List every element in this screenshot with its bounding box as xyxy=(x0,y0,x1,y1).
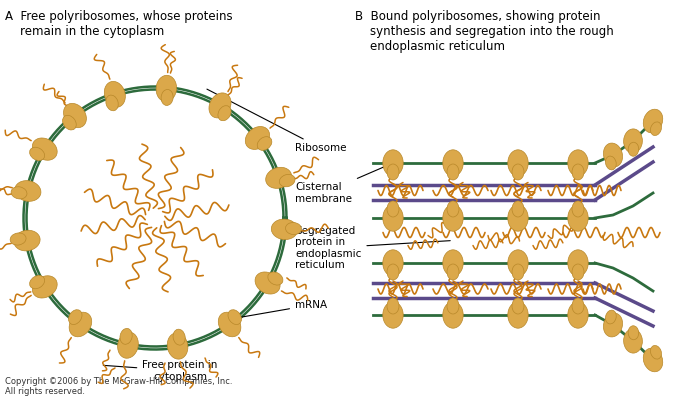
Ellipse shape xyxy=(173,329,185,345)
Ellipse shape xyxy=(568,302,588,328)
Ellipse shape xyxy=(32,276,57,298)
Ellipse shape xyxy=(255,272,280,294)
Ellipse shape xyxy=(643,109,663,133)
Ellipse shape xyxy=(161,89,173,105)
Ellipse shape xyxy=(63,116,76,130)
Ellipse shape xyxy=(271,219,298,240)
Text: Cisternal
membrane: Cisternal membrane xyxy=(295,164,390,204)
Ellipse shape xyxy=(209,93,231,118)
Ellipse shape xyxy=(383,150,403,176)
Ellipse shape xyxy=(606,310,616,324)
Ellipse shape xyxy=(604,313,622,337)
Ellipse shape xyxy=(624,329,643,353)
Ellipse shape xyxy=(508,302,528,328)
Ellipse shape xyxy=(512,201,524,217)
Ellipse shape xyxy=(572,164,584,180)
Ellipse shape xyxy=(628,142,638,156)
Ellipse shape xyxy=(218,106,231,121)
Ellipse shape xyxy=(568,250,588,276)
Ellipse shape xyxy=(443,150,464,176)
Ellipse shape xyxy=(512,164,524,180)
Ellipse shape xyxy=(447,264,459,280)
Ellipse shape xyxy=(268,272,283,285)
Ellipse shape xyxy=(118,332,138,358)
Text: Segregated
protein in
endoplasmic
reticulum: Segregated protein in endoplasmic reticu… xyxy=(295,225,450,270)
Ellipse shape xyxy=(105,82,125,107)
Ellipse shape xyxy=(508,205,528,231)
Ellipse shape xyxy=(257,137,272,150)
Ellipse shape xyxy=(106,95,118,111)
Ellipse shape xyxy=(279,175,295,187)
Ellipse shape xyxy=(387,201,399,217)
Text: B  Bound polyribosomes, showing protein
    synthesis and segregation into the r: B Bound polyribosomes, showing protein s… xyxy=(355,10,614,53)
Ellipse shape xyxy=(228,310,241,324)
Ellipse shape xyxy=(383,250,403,276)
Ellipse shape xyxy=(604,143,622,167)
Ellipse shape xyxy=(32,138,57,160)
Ellipse shape xyxy=(15,181,41,201)
Ellipse shape xyxy=(508,250,528,276)
Ellipse shape xyxy=(383,302,403,328)
Ellipse shape xyxy=(650,345,661,359)
Ellipse shape xyxy=(447,298,459,314)
Ellipse shape xyxy=(572,264,584,280)
Ellipse shape xyxy=(628,326,638,340)
Ellipse shape xyxy=(30,276,45,289)
Ellipse shape xyxy=(156,75,176,102)
Ellipse shape xyxy=(606,156,616,170)
Ellipse shape xyxy=(443,205,464,231)
Ellipse shape xyxy=(120,328,132,344)
Ellipse shape xyxy=(447,164,459,180)
Text: Copyright ©2006 by The McGraw-Hill Companies, Inc.
All rights reserved.: Copyright ©2006 by The McGraw-Hill Compa… xyxy=(5,377,233,396)
Ellipse shape xyxy=(14,230,40,251)
Ellipse shape xyxy=(643,348,663,372)
Ellipse shape xyxy=(508,150,528,176)
Ellipse shape xyxy=(11,187,27,199)
Ellipse shape xyxy=(624,129,643,153)
Ellipse shape xyxy=(568,150,588,176)
Ellipse shape xyxy=(443,250,464,276)
Text: A  Free polyribosomes, whose proteins
    remain in the cytoplasm: A Free polyribosomes, whose proteins rem… xyxy=(5,10,233,38)
Ellipse shape xyxy=(266,167,291,188)
Text: mRNA: mRNA xyxy=(241,300,327,317)
Ellipse shape xyxy=(447,201,459,217)
Ellipse shape xyxy=(572,201,584,217)
Text: Free protein in
cytoplasm: Free protein in cytoplasm xyxy=(103,360,217,382)
Ellipse shape xyxy=(387,164,399,180)
Ellipse shape xyxy=(568,205,588,231)
Ellipse shape xyxy=(69,312,92,337)
Ellipse shape xyxy=(63,103,86,128)
Ellipse shape xyxy=(387,298,399,314)
Ellipse shape xyxy=(30,147,45,160)
Ellipse shape xyxy=(512,264,524,280)
Ellipse shape xyxy=(286,223,302,235)
Ellipse shape xyxy=(218,312,241,337)
Ellipse shape xyxy=(383,205,403,231)
Ellipse shape xyxy=(167,333,188,359)
Ellipse shape xyxy=(10,233,26,245)
Ellipse shape xyxy=(387,264,399,280)
Ellipse shape xyxy=(245,126,270,149)
Ellipse shape xyxy=(650,122,661,135)
Ellipse shape xyxy=(443,302,464,328)
Text: Ribosome: Ribosome xyxy=(207,89,346,153)
Ellipse shape xyxy=(512,298,524,314)
Ellipse shape xyxy=(68,310,82,324)
Ellipse shape xyxy=(572,298,584,314)
